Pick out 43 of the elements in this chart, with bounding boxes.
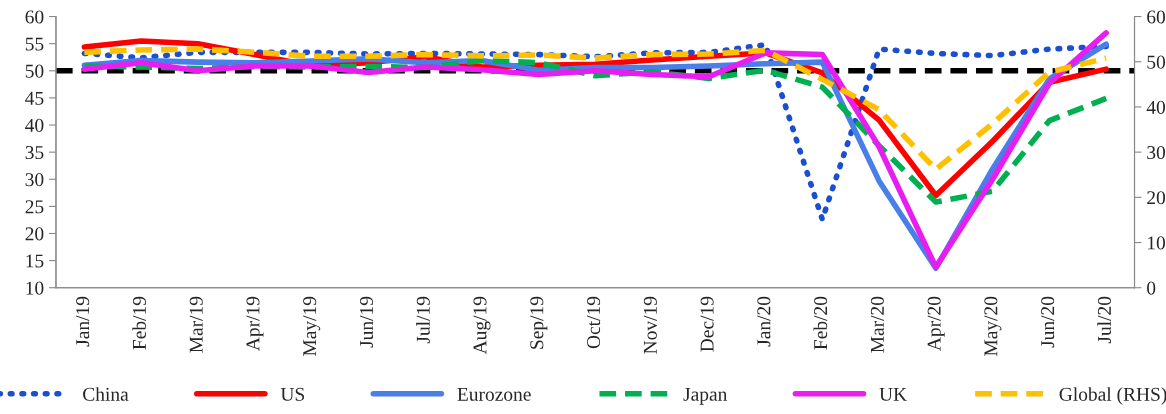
x-tick-label: Oct/19 <box>587 296 601 349</box>
x-tick-label: Apr/20 <box>927 296 945 351</box>
y-tick-label: 20 <box>25 227 44 241</box>
x-tick-label: Nov/19 <box>643 296 657 354</box>
y-tick-label: 40 <box>25 118 44 132</box>
legend-label: Global (RHS) <box>1059 387 1166 405</box>
x-tick-label: Jan/20 <box>757 296 771 347</box>
y-tick-label: 15 <box>26 254 44 268</box>
y-tick-label: 35 <box>25 146 44 160</box>
y2-tick-label: 50 <box>1147 55 1166 69</box>
y-tick-label: 45 <box>25 91 44 105</box>
x-tick-label: Mar/19 <box>189 296 203 353</box>
x-tick-label: Jun/19 <box>359 296 374 348</box>
y2-tick-label: 0 <box>1147 281 1156 295</box>
y2-tick-label: 60 <box>1147 10 1166 24</box>
x-tick-label: Sep/19 <box>530 296 548 349</box>
x-tick-label: May/19 <box>303 296 321 356</box>
legend-label: Eurozone <box>457 387 531 401</box>
x-tick-label: Feb/20 <box>813 296 828 350</box>
y-tick-label: 10 <box>26 281 44 295</box>
legend-label: US <box>280 387 305 401</box>
y2-tick-label: 20 <box>1147 191 1166 205</box>
y2-tick-label: 10 <box>1148 236 1166 250</box>
x-tick-label: Jul/19 <box>416 296 430 344</box>
y2-tick-label: 40 <box>1146 100 1166 114</box>
y-tick-label: 55 <box>25 37 44 51</box>
x-tick-label: Jun/20 <box>1041 296 1055 348</box>
y-tick-label: 50 <box>25 64 44 78</box>
x-tick-label: Jan/19 <box>76 296 90 347</box>
x-tick-label: Apr/19 <box>246 296 264 351</box>
y2-tick-label: 30 <box>1147 145 1166 160</box>
x-tick-label: Jul/20 <box>1097 296 1111 344</box>
x-tick-label: Dec/19 <box>700 296 714 352</box>
x-tick-label: Mar/20 <box>870 296 884 353</box>
y-tick-label: 25 <box>25 200 44 214</box>
x-tick-label: Feb/19 <box>132 296 146 350</box>
x-tick-label: Aug/19 <box>473 296 491 355</box>
legend-label: UK <box>879 387 907 401</box>
y-tick-label: 60 <box>25 10 44 24</box>
legend-label: Japan <box>683 387 728 405</box>
x-tick-label: May/20 <box>984 296 1002 356</box>
legend-label: China <box>83 387 129 401</box>
y-tick-label: 30 <box>25 173 44 187</box>
